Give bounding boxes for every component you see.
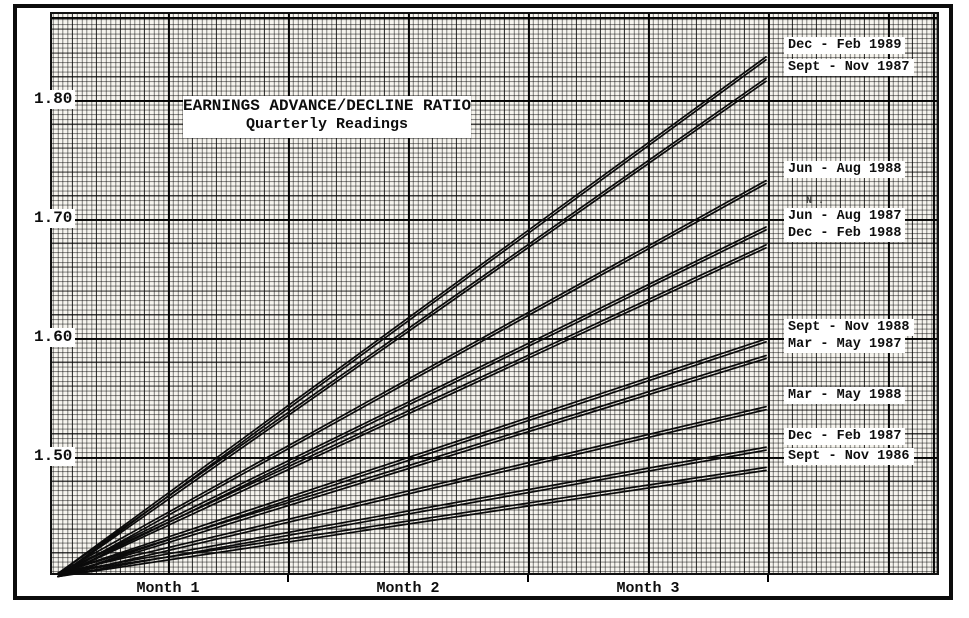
photocopy-artifact: N .	[806, 196, 825, 207]
series-label: Mar - May 1987	[784, 336, 906, 353]
y-axis-tick-label: 1.80	[31, 90, 76, 109]
x-axis-tick-label: Month 1	[136, 580, 200, 597]
y-axis-tick-label: 1.60	[31, 328, 76, 347]
y-axis-tick-label: 1.50	[31, 447, 76, 466]
chart-title-box: EARNINGS ADVANCE/DECLINE RATIO Quarterly…	[183, 96, 471, 138]
x-axis-tick-label: Month 3	[616, 580, 680, 597]
series-label: Dec - Feb 1989	[784, 37, 906, 54]
x-axis-tick-mark	[527, 575, 529, 582]
series-label: Jun - Aug 1988	[784, 161, 906, 178]
series-label: Dec - Feb 1988	[784, 225, 906, 242]
chart-title: EARNINGS ADVANCE/DECLINE RATIO	[183, 97, 472, 115]
series-label: Mar - May 1988	[784, 387, 906, 404]
x-axis-tick-label: Month 2	[376, 580, 440, 597]
series-label: Sept - Nov 1988	[784, 319, 914, 336]
x-axis-tick-mark	[767, 575, 769, 582]
y-axis-tick-label: 1.70	[31, 209, 76, 228]
series-label: Sept - Nov 1987	[784, 59, 914, 76]
series-label: Dec - Feb 1987	[784, 428, 906, 445]
chart-subtitle: Quarterly Readings	[245, 116, 409, 133]
series-label: Jun - Aug 1987	[784, 208, 906, 225]
x-axis-tick-mark	[287, 575, 289, 582]
series-label: Sept - Nov 1986	[784, 448, 914, 465]
